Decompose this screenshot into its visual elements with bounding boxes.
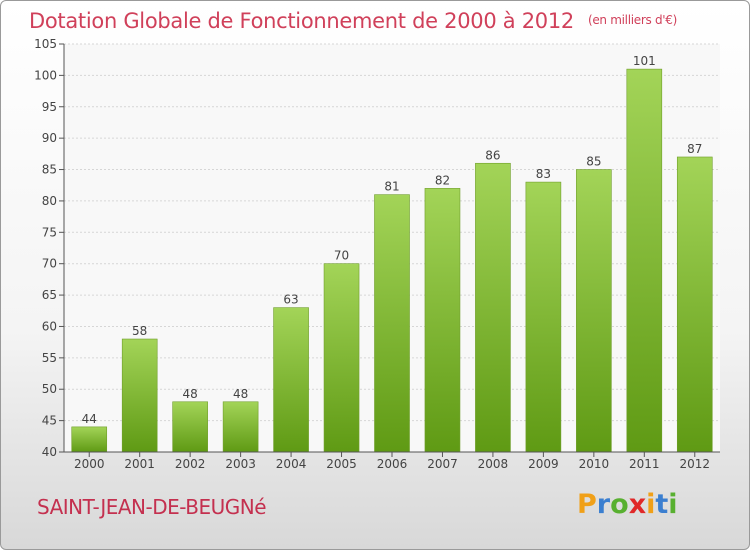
- y-tick-label: 100: [34, 68, 57, 82]
- value-label: 83: [536, 167, 551, 181]
- value-label: 58: [132, 324, 147, 338]
- x-tick-label: 2008: [478, 457, 509, 471]
- chart-title: Dotation Globale de Fonctionnement de 20…: [29, 9, 677, 33]
- value-label: 48: [233, 387, 248, 401]
- y-tick-label: 70: [42, 257, 57, 271]
- commune-name: SAINT-JEAN-DE-BEUGNé: [37, 495, 267, 519]
- x-tick-label: 2004: [276, 457, 307, 471]
- y-tick-label: 65: [42, 288, 57, 302]
- x-tick-label: 2009: [528, 457, 559, 471]
- bar[interactable]: [273, 307, 309, 453]
- y-tick-label: 105: [34, 37, 57, 51]
- x-tick-label: 2010: [579, 457, 610, 471]
- value-label: 101: [633, 54, 656, 68]
- chart-title-text: Dotation Globale de Fonctionnement de 20…: [29, 9, 574, 33]
- y-tick-label: 85: [42, 163, 57, 177]
- value-label: 63: [283, 293, 298, 307]
- proxiti-logo[interactable]: Proxiti: [577, 489, 678, 520]
- logo-letter: i: [668, 489, 678, 520]
- bar[interactable]: [323, 263, 360, 453]
- x-tick-label: 2006: [377, 457, 408, 471]
- value-label: 85: [586, 155, 601, 169]
- value-label: 44: [82, 412, 97, 426]
- bar[interactable]: [626, 68, 663, 453]
- y-tick-label: 95: [42, 100, 57, 114]
- bar[interactable]: [121, 338, 158, 453]
- bar[interactable]: [71, 426, 108, 453]
- x-tick-label: 2001: [124, 457, 155, 471]
- bars: [71, 68, 713, 453]
- logo-letter: i: [646, 489, 656, 520]
- y-tick-label: 90: [42, 131, 57, 145]
- y-tick-label: 55: [42, 351, 57, 365]
- y-axis-labels: 40 45 50 55 60 65 70 75 80 85 90 95 100 105: [34, 37, 57, 459]
- chart-unit: (en milliers d'€): [587, 13, 677, 27]
- bar[interactable]: [374, 194, 410, 453]
- value-label: 82: [435, 173, 450, 187]
- y-tick-label: 45: [42, 414, 57, 428]
- x-tick-label: 2005: [326, 457, 357, 471]
- bar[interactable]: [676, 156, 713, 453]
- logo-letter: o: [610, 489, 629, 520]
- x-tick-label: 2011: [629, 457, 660, 471]
- y-tick-label: 75: [42, 225, 57, 239]
- y-tick-label: 80: [42, 194, 57, 208]
- y-tick-label: 50: [42, 382, 57, 396]
- value-label: 87: [687, 142, 702, 156]
- logo-letter: r: [596, 489, 611, 520]
- value-labels: 44 58 48 48 63 70 81 82 86 83 85 101 87: [82, 54, 703, 426]
- value-label: 86: [485, 148, 500, 162]
- x-tick-label: 2012: [679, 457, 710, 471]
- x-tick-label: 2002: [175, 457, 206, 471]
- logo-letter: t: [655, 489, 669, 520]
- value-label: 48: [183, 387, 198, 401]
- logo-letter: x: [628, 489, 647, 520]
- bar[interactable]: [172, 401, 208, 453]
- logo-letter: P: [577, 489, 597, 520]
- y-tick-label: 40: [42, 445, 57, 459]
- bar[interactable]: [222, 401, 259, 453]
- bar[interactable]: [576, 169, 612, 453]
- bar[interactable]: [475, 162, 511, 453]
- axes: [63, 44, 720, 453]
- x-tick-label: 2007: [427, 457, 458, 471]
- bar[interactable]: [424, 188, 461, 453]
- x-tick-label: 2003: [225, 457, 256, 471]
- bar[interactable]: [525, 181, 562, 453]
- value-label: 70: [334, 249, 349, 263]
- x-axis-labels: 2000 2001 2002 2003 2004 2005 2006 2007 2008 2009…: [74, 452, 710, 471]
- x-tick-label: 2000: [74, 457, 105, 471]
- value-label: 81: [384, 180, 399, 194]
- y-tick-label: 60: [42, 319, 57, 333]
